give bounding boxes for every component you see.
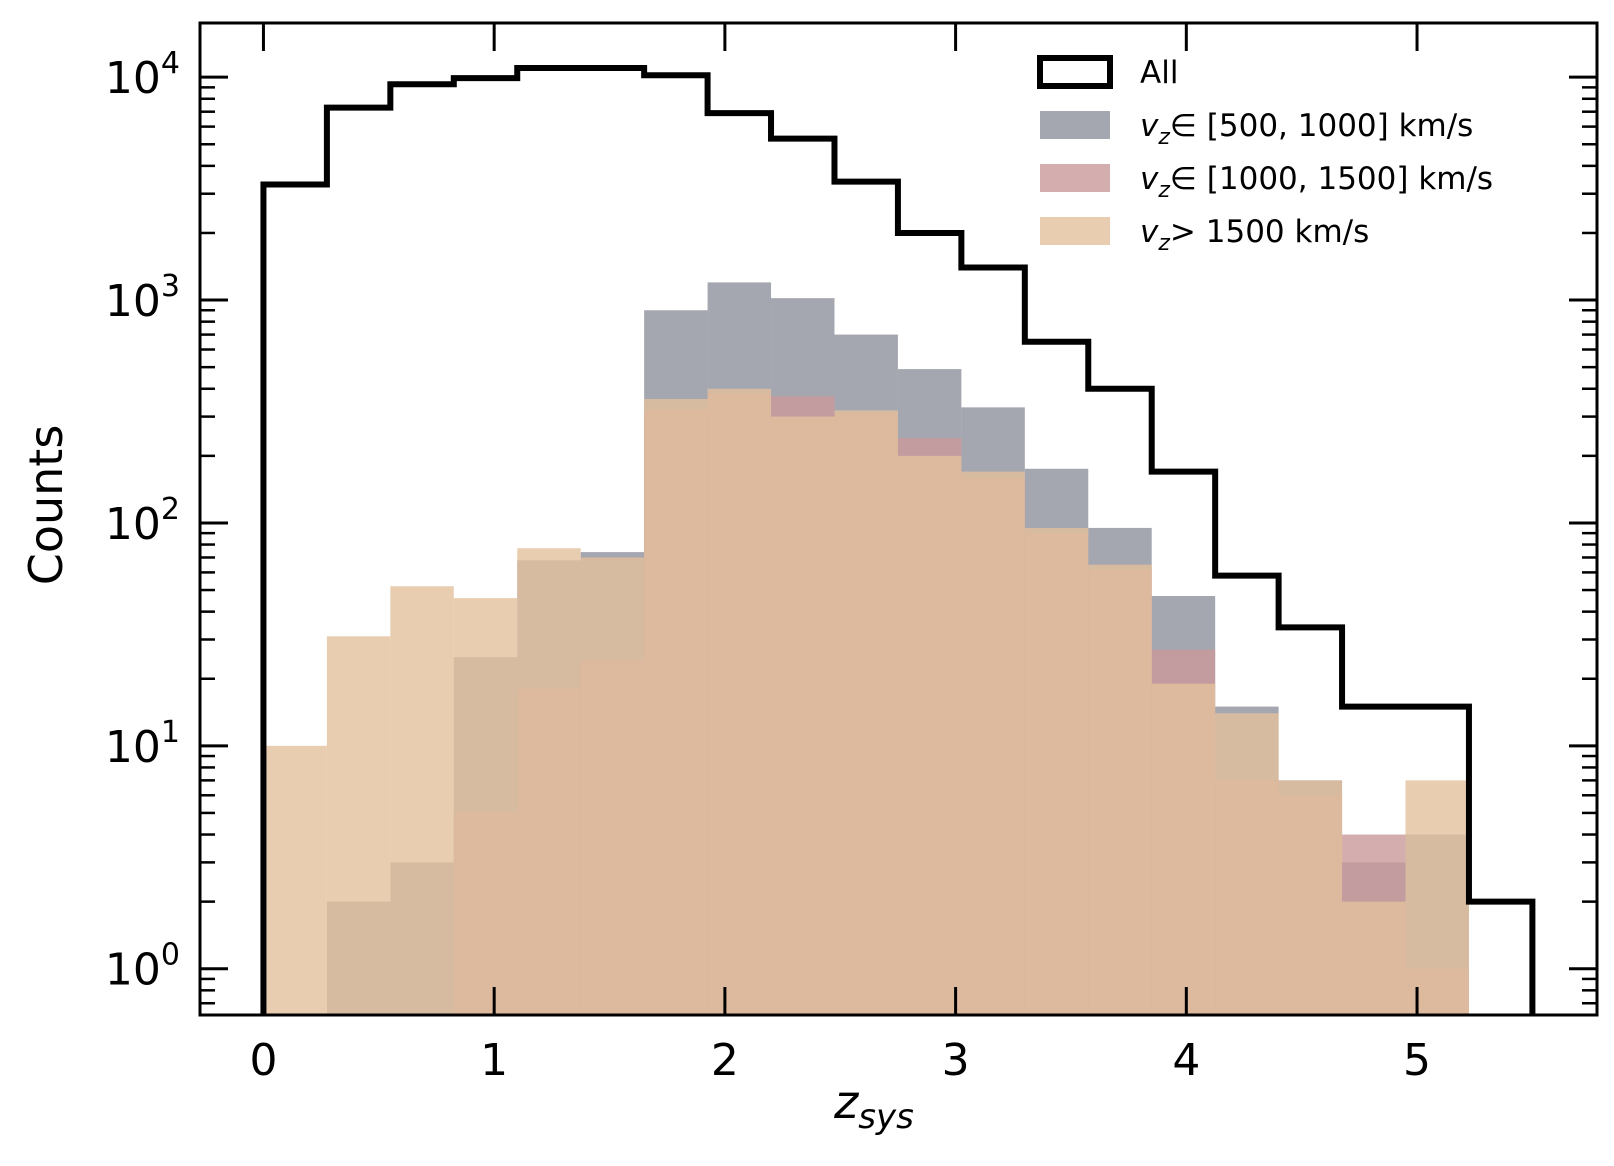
y-tick-label-2: 102 bbox=[105, 492, 180, 550]
x-axis-label: zsys bbox=[833, 1075, 914, 1137]
plot-frame bbox=[198, 21, 1599, 1017]
legend-text-rest: ∈ [500, 1000] km/s bbox=[1170, 108, 1473, 144]
x-tick-label-3: 3 bbox=[942, 1035, 970, 1086]
all-step-outline bbox=[260, 64, 1536, 1015]
x-axis-label-sub: sys bbox=[858, 1097, 914, 1137]
y-tick-label-exponent: 0 bbox=[161, 938, 180, 973]
y-tick-label-3: 103 bbox=[105, 269, 180, 327]
y-tick-label-0: 100 bbox=[105, 938, 180, 996]
legend-var: v bbox=[1140, 214, 1159, 250]
bar-series-3-bin-13 bbox=[1088, 564, 1152, 1015]
legend-var-sub: z bbox=[1157, 231, 1170, 256]
y-tick-label-base: 10 bbox=[105, 276, 161, 327]
y-tick-label-exponent: 1 bbox=[161, 715, 180, 750]
axis-ticks bbox=[200, 23, 1597, 1015]
bar-series-3-bin-3 bbox=[453, 598, 518, 1015]
legend-swatch-3 bbox=[1040, 217, 1110, 245]
bar-series-3-bin-5 bbox=[580, 557, 645, 1015]
bar-series-3-bin-18 bbox=[1405, 780, 1469, 1015]
bar-series-3-bin-1 bbox=[326, 636, 391, 1015]
histogram-bars bbox=[263, 282, 1469, 1016]
x-tick-label-1: 1 bbox=[480, 1035, 508, 1086]
legend-var: v bbox=[1140, 161, 1159, 197]
legend-swatch-all bbox=[1037, 55, 1113, 89]
y-axis-label: Counts bbox=[19, 425, 73, 586]
y-tick-label-exponent: 3 bbox=[161, 269, 180, 304]
legend-text-rest: ∈ [1000, 1500] km/s bbox=[1170, 161, 1493, 197]
bar-series-3-bin-2 bbox=[390, 586, 454, 1015]
y-tick-label-base: 10 bbox=[105, 53, 161, 104]
y-tick-label-exponent: 2 bbox=[161, 492, 180, 527]
bar-series-3-bin-14 bbox=[1151, 683, 1216, 1015]
bar-series-3-bin-15 bbox=[1215, 713, 1279, 1015]
legend-var-sub: z bbox=[1157, 125, 1170, 150]
step-line-all bbox=[260, 64, 1536, 1015]
y-tick-label-exponent: 4 bbox=[161, 46, 180, 81]
x-tick-label-4: 4 bbox=[1172, 1035, 1200, 1086]
legend-swatch-1 bbox=[1040, 111, 1110, 139]
bar-series-3-bin-6 bbox=[644, 398, 708, 1016]
x-tick-labels: 0 1 2 3 4 5 bbox=[249, 1035, 1431, 1086]
bar-series-3-bin-7 bbox=[707, 388, 772, 1015]
bar-series-3-bin-11 bbox=[961, 471, 1025, 1015]
y-tick-label-1: 101 bbox=[105, 715, 180, 773]
bar-series-3-bin-10 bbox=[897, 455, 962, 1015]
y-tick-label-base: 10 bbox=[105, 945, 161, 996]
legend-text-rest: > 1500 km/s bbox=[1170, 214, 1369, 250]
legend-swatch-2 bbox=[1040, 164, 1110, 192]
x-tick-label-0: 0 bbox=[249, 1035, 277, 1086]
bar-series-3-bin-9 bbox=[834, 410, 898, 1015]
bar-series-3-bin-4 bbox=[517, 548, 581, 1015]
legend-text-rest: All bbox=[1140, 55, 1178, 91]
x-tick-label-5: 5 bbox=[1403, 1035, 1431, 1086]
legend-label-0: All bbox=[1140, 55, 1178, 91]
axes-frame bbox=[198, 21, 1599, 1017]
legend-label-3: vz> 1500 km/s bbox=[1140, 214, 1369, 256]
y-tick-label-4: 104 bbox=[105, 46, 180, 104]
legend-var: v bbox=[1140, 108, 1159, 144]
y-tick-label-base: 10 bbox=[105, 499, 161, 550]
x-axis-label-main: z bbox=[833, 1075, 859, 1129]
y-tick-label-base: 10 bbox=[105, 722, 161, 773]
bar-series-3-bin-16 bbox=[1278, 780, 1343, 1015]
bar-series-3-bin-17 bbox=[1342, 901, 1406, 1015]
x-tick-label-2: 2 bbox=[711, 1035, 739, 1086]
legend-var-sub: z bbox=[1157, 178, 1170, 203]
bar-series-3-bin-0 bbox=[263, 745, 327, 1015]
bar-series-3-bin-8 bbox=[771, 416, 835, 1015]
legend-label-1: vz∈ [500, 1000] km/s bbox=[1140, 108, 1473, 150]
bar-series-3-bin-12 bbox=[1024, 527, 1089, 1015]
legend-label-2: vz∈ [1000, 1500] km/s bbox=[1140, 161, 1493, 203]
